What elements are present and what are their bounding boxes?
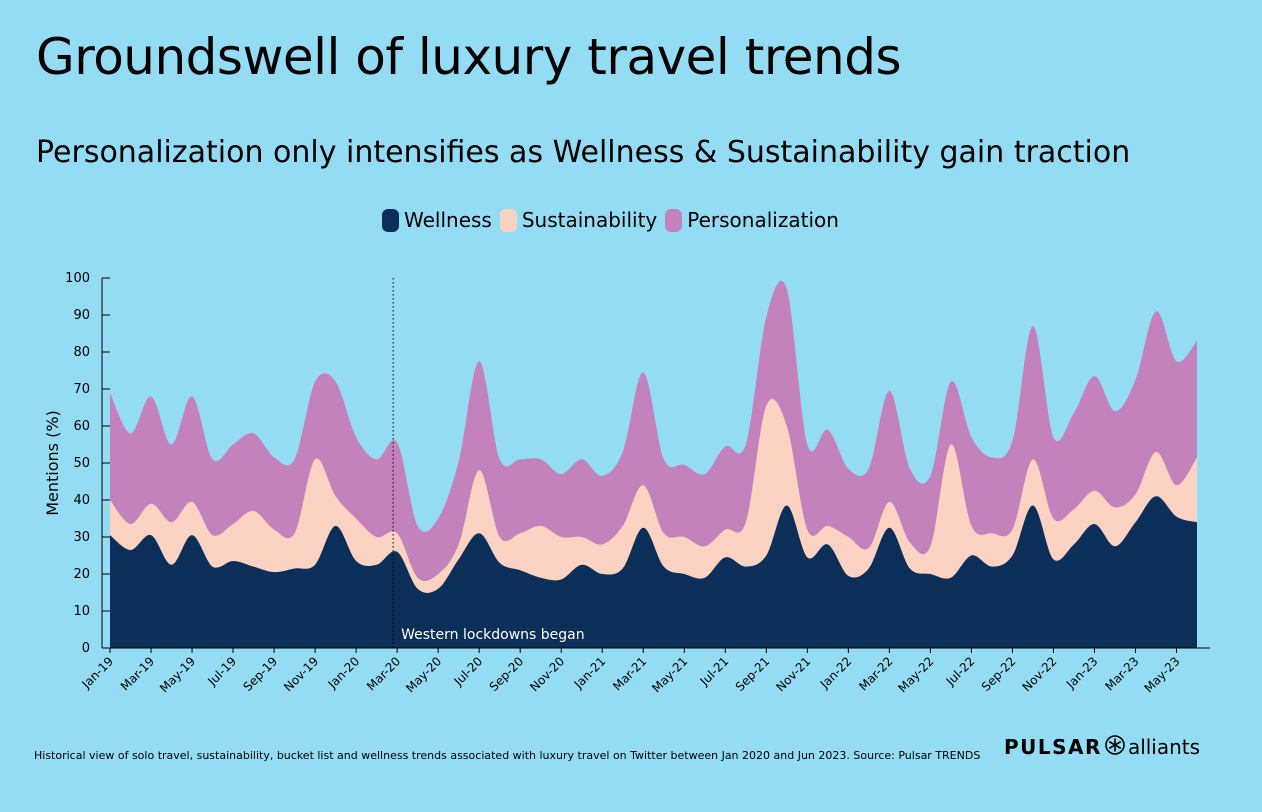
legend-swatch-wellness [382, 208, 399, 232]
x-tick-label: Jan-22 [817, 654, 855, 692]
annotation-layer: Western lockdowns began [392, 278, 585, 648]
chart-legend: Wellness Sustainability Personalization [382, 208, 841, 232]
x-tick-label: May-22 [895, 654, 936, 695]
y-tick-label: 0 [82, 641, 90, 656]
brand-sub: alliants [1127, 735, 1201, 759]
legend-swatch-sustainability [499, 208, 517, 232]
chart-title: Groundswell of luxury travel trends [36, 28, 902, 86]
y-tick-label: 70 [73, 382, 90, 397]
x-tick-label: Nov-20 [527, 654, 567, 694]
x-tick-label: Mar-19 [118, 654, 157, 693]
footnote: Historical view of solo travel, sustaina… [34, 749, 981, 762]
series-layer [110, 280, 1197, 648]
x-tick-label: Jul-19 [204, 654, 239, 689]
brand-logo: PULSAR alliants [1004, 735, 1200, 759]
x-tick-label: Mar-23 [1102, 654, 1141, 693]
lockdown-annotation-label: Western lockdowns began [401, 627, 584, 643]
y-tick-label: 50 [73, 456, 90, 471]
brand-name: PULSAR [1004, 735, 1102, 759]
x-tick-label: May-21 [649, 654, 690, 695]
x-tick-label: Sep-20 [487, 654, 527, 694]
x-tick-label: May-20 [403, 654, 444, 695]
x-tick-label: May-19 [157, 654, 198, 695]
stacked-area-chart: 0 10 20 30 40 50 60 70 80 90 100 Mentions (%) Jan-19… [43, 271, 1210, 695]
x-tick-label: May-23 [1141, 654, 1182, 695]
y-tick-label: 10 [73, 604, 90, 619]
y-tick-label: 20 [73, 567, 90, 582]
x-tick-label: Jul-20 [451, 654, 486, 689]
y-tick-label: 100 [65, 271, 90, 286]
y-tick-label: 30 [73, 530, 90, 545]
x-tick-label: Jan-21 [571, 654, 609, 692]
y-tick-label: 40 [73, 493, 90, 508]
legend-swatch-personalization [665, 208, 683, 232]
y-tick-label: 80 [73, 345, 90, 360]
y-axis-title: Mentions (%) [43, 410, 62, 516]
legend-item-sustainability: Sustainability [499, 208, 658, 232]
x-tick-label: Mar-20 [364, 654, 403, 693]
y-tick-label: 60 [73, 419, 90, 434]
legend-label-wellness: Wellness [404, 208, 492, 232]
x-tick-label: Sep-19 [240, 654, 280, 694]
asterisk-circle-icon [1105, 735, 1125, 755]
chart-subtitle: Personalization only intensifies as Well… [36, 135, 1131, 170]
x-tick-label: Jul-21 [697, 654, 732, 689]
x-tick-label: Nov-19 [281, 654, 321, 694]
y-tick-label: 90 [73, 308, 90, 323]
x-tick-label: Jan-23 [1063, 654, 1101, 692]
x-tick-label: Sep-22 [979, 654, 1019, 694]
legend-label-sustainability: Sustainability [521, 208, 658, 232]
x-tick-label: Nov-21 [773, 654, 813, 694]
legend-item-wellness: Wellness [382, 208, 492, 232]
x-tick-label: Mar-21 [610, 654, 649, 693]
x-tick-label: Jul-22 [943, 654, 978, 689]
series-area-wellness [110, 496, 1197, 648]
x-tick-label: Jan-19 [79, 654, 117, 692]
x-tick-label: Nov-22 [1019, 654, 1059, 694]
x-tick-label: Mar-22 [856, 654, 895, 693]
x-tick-label: Jan-20 [325, 654, 363, 692]
legend-label-personalization: Personalization [687, 208, 839, 232]
legend-item-personalization: Personalization [665, 208, 839, 232]
x-tick-label: Sep-21 [733, 654, 773, 694]
